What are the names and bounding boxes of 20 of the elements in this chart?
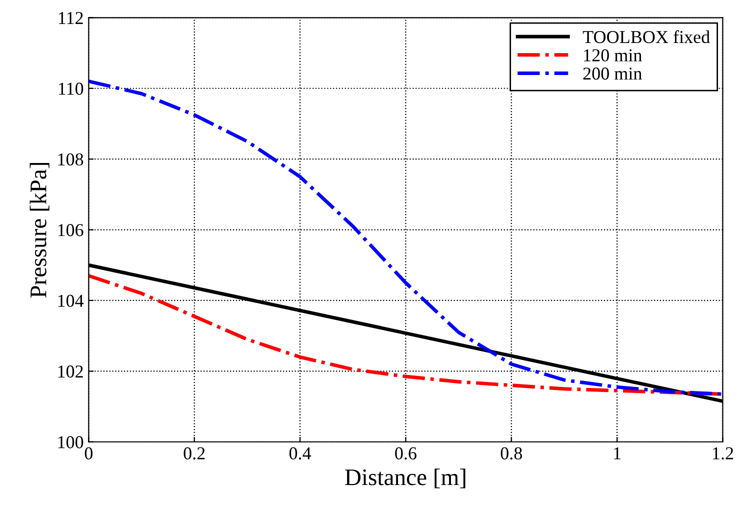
x-tick-label: 0.6 [395, 447, 416, 460]
line-series [88, 80, 723, 396]
y-tick-label: 108 [58, 153, 84, 166]
legend-label: 120 min [584, 49, 642, 62]
x-tick-label: 0.2 [184, 447, 205, 460]
y-tick-label: 100 [58, 436, 84, 448]
x-tick-label: 0 [84, 447, 93, 460]
y-axis-title: Pressure [kPa] [30, 163, 50, 298]
legend-label: TOOLBOX fixed [582, 30, 710, 44]
x-tick-label: 0.8 [500, 447, 522, 460]
x-tick-label: 0.4 [289, 447, 312, 460]
x-tick-label: 1.2 [713, 447, 734, 460]
y-tick-label: 112 [59, 12, 83, 24]
y-tick-label: 110 [59, 82, 84, 95]
y-tick-label: 106 [58, 224, 84, 236]
x-tick-label: 1 [614, 447, 620, 460]
y-tick-label: 104 [58, 294, 84, 307]
legend-label: 200 min [583, 68, 642, 80]
x-axis-title: Distance [m] [345, 468, 466, 488]
y-tick-label: 102 [58, 365, 83, 378]
